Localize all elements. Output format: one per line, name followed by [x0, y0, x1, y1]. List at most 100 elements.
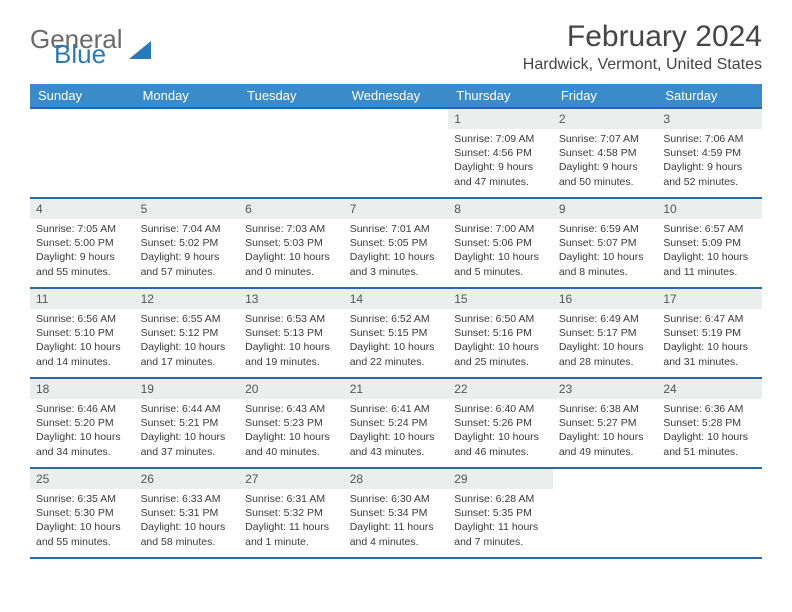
- daylight-line: Daylight: 10 hours and 3 minutes.: [350, 250, 443, 278]
- day-number: 25: [30, 469, 135, 489]
- calendar-row: 18Sunrise: 6:46 AMSunset: 5:20 PMDayligh…: [30, 378, 762, 468]
- sunrise-line: Sunrise: 6:46 AM: [36, 402, 129, 416]
- sunrise-line: Sunrise: 6:36 AM: [663, 402, 756, 416]
- day-info: Sunrise: 6:44 AMSunset: 5:21 PMDaylight:…: [135, 399, 240, 465]
- day-number: 23: [553, 379, 658, 399]
- calendar-cell: 5Sunrise: 7:04 AMSunset: 5:02 PMDaylight…: [135, 198, 240, 288]
- day-number: 8: [448, 199, 553, 219]
- calendar-cell-empty: [344, 108, 449, 198]
- location-text: Hardwick, Vermont, United States: [523, 56, 762, 74]
- daylight-line: Daylight: 10 hours and 46 minutes.: [454, 430, 547, 458]
- calendar-cell: 24Sunrise: 6:36 AMSunset: 5:28 PMDayligh…: [657, 378, 762, 468]
- day-info: Sunrise: 6:35 AMSunset: 5:30 PMDaylight:…: [30, 489, 135, 555]
- daylight-line: Daylight: 10 hours and 22 minutes.: [350, 340, 443, 368]
- sunrise-line: Sunrise: 6:43 AM: [245, 402, 338, 416]
- day-header: Wednesday: [344, 84, 449, 108]
- day-number: 27: [239, 469, 344, 489]
- calendar-cell: 8Sunrise: 7:00 AMSunset: 5:06 PMDaylight…: [448, 198, 553, 288]
- sunset-line: Sunset: 5:07 PM: [559, 236, 652, 250]
- sunset-line: Sunset: 5:03 PM: [245, 236, 338, 250]
- day-number: 18: [30, 379, 135, 399]
- calendar-cell-empty: [239, 108, 344, 198]
- calendar-cell-empty: [553, 468, 658, 558]
- daylight-line: Daylight: 10 hours and 34 minutes.: [36, 430, 129, 458]
- sunset-line: Sunset: 5:17 PM: [559, 326, 652, 340]
- sunrise-line: Sunrise: 6:33 AM: [141, 492, 234, 506]
- day-info: Sunrise: 6:59 AMSunset: 5:07 PMDaylight:…: [553, 219, 658, 285]
- day-number: 19: [135, 379, 240, 399]
- sunset-line: Sunset: 5:34 PM: [350, 506, 443, 520]
- sunset-line: Sunset: 5:16 PM: [454, 326, 547, 340]
- sunset-line: Sunset: 5:05 PM: [350, 236, 443, 250]
- sunset-line: Sunset: 4:59 PM: [663, 146, 756, 160]
- daylight-line: Daylight: 10 hours and 43 minutes.: [350, 430, 443, 458]
- day-info: Sunrise: 6:56 AMSunset: 5:10 PMDaylight:…: [30, 309, 135, 375]
- day-number: 22: [448, 379, 553, 399]
- calendar-cell: 22Sunrise: 6:40 AMSunset: 5:26 PMDayligh…: [448, 378, 553, 468]
- calendar-table: SundayMondayTuesdayWednesdayThursdayFrid…: [30, 84, 762, 559]
- sunrise-line: Sunrise: 7:04 AM: [141, 222, 234, 236]
- sunset-line: Sunset: 5:35 PM: [454, 506, 547, 520]
- calendar-cell: 10Sunrise: 6:57 AMSunset: 5:09 PMDayligh…: [657, 198, 762, 288]
- daylight-line: Daylight: 10 hours and 5 minutes.: [454, 250, 547, 278]
- header: General Blue February 2024 Hardwick, Ver…: [30, 20, 762, 74]
- sunset-line: Sunset: 5:19 PM: [663, 326, 756, 340]
- calendar-cell: 26Sunrise: 6:33 AMSunset: 5:31 PMDayligh…: [135, 468, 240, 558]
- calendar-cell: 17Sunrise: 6:47 AMSunset: 5:19 PMDayligh…: [657, 288, 762, 378]
- calendar-cell: 13Sunrise: 6:53 AMSunset: 5:13 PMDayligh…: [239, 288, 344, 378]
- sunrise-line: Sunrise: 7:06 AM: [663, 132, 756, 146]
- day-info: Sunrise: 6:40 AMSunset: 5:26 PMDaylight:…: [448, 399, 553, 465]
- sunset-line: Sunset: 4:58 PM: [559, 146, 652, 160]
- sunset-line: Sunset: 4:56 PM: [454, 146, 547, 160]
- calendar-cell: 25Sunrise: 6:35 AMSunset: 5:30 PMDayligh…: [30, 468, 135, 558]
- sunrise-line: Sunrise: 6:59 AM: [559, 222, 652, 236]
- sunrise-line: Sunrise: 6:44 AM: [141, 402, 234, 416]
- calendar-cell-empty: [657, 468, 762, 558]
- calendar-cell: 28Sunrise: 6:30 AMSunset: 5:34 PMDayligh…: [344, 468, 449, 558]
- day-info: Sunrise: 6:53 AMSunset: 5:13 PMDaylight:…: [239, 309, 344, 375]
- day-number: 20: [239, 379, 344, 399]
- sunrise-line: Sunrise: 7:09 AM: [454, 132, 547, 146]
- calendar-cell: 7Sunrise: 7:01 AMSunset: 5:05 PMDaylight…: [344, 198, 449, 288]
- calendar-cell: 9Sunrise: 6:59 AMSunset: 5:07 PMDaylight…: [553, 198, 658, 288]
- day-info: Sunrise: 6:30 AMSunset: 5:34 PMDaylight:…: [344, 489, 449, 555]
- sunset-line: Sunset: 5:15 PM: [350, 326, 443, 340]
- day-number: 6: [239, 199, 344, 219]
- day-info: Sunrise: 6:43 AMSunset: 5:23 PMDaylight:…: [239, 399, 344, 465]
- logo-text: General Blue: [30, 28, 123, 67]
- sunrise-line: Sunrise: 6:56 AM: [36, 312, 129, 326]
- sunrise-line: Sunrise: 6:35 AM: [36, 492, 129, 506]
- sunrise-line: Sunrise: 6:55 AM: [141, 312, 234, 326]
- daylight-line: Daylight: 10 hours and 58 minutes.: [141, 520, 234, 548]
- daylight-line: Daylight: 9 hours and 55 minutes.: [36, 250, 129, 278]
- day-info: Sunrise: 6:57 AMSunset: 5:09 PMDaylight:…: [657, 219, 762, 285]
- page-title: February 2024: [523, 20, 762, 54]
- sunrise-line: Sunrise: 6:38 AM: [559, 402, 652, 416]
- calendar-cell: 1Sunrise: 7:09 AMSunset: 4:56 PMDaylight…: [448, 108, 553, 198]
- day-header: Saturday: [657, 84, 762, 108]
- sunset-line: Sunset: 5:28 PM: [663, 416, 756, 430]
- daylight-line: Daylight: 9 hours and 52 minutes.: [663, 160, 756, 188]
- sunrise-line: Sunrise: 6:50 AM: [454, 312, 547, 326]
- sunrise-line: Sunrise: 7:03 AM: [245, 222, 338, 236]
- calendar-body: 1Sunrise: 7:09 AMSunset: 4:56 PMDaylight…: [30, 108, 762, 558]
- daylight-line: Daylight: 10 hours and 25 minutes.: [454, 340, 547, 368]
- daylight-line: Daylight: 9 hours and 50 minutes.: [559, 160, 652, 188]
- calendar-cell: 4Sunrise: 7:05 AMSunset: 5:00 PMDaylight…: [30, 198, 135, 288]
- sunrise-line: Sunrise: 6:57 AM: [663, 222, 756, 236]
- daylight-line: Daylight: 11 hours and 7 minutes.: [454, 520, 547, 548]
- day-info: Sunrise: 7:07 AMSunset: 4:58 PMDaylight:…: [553, 129, 658, 195]
- daylight-line: Daylight: 10 hours and 14 minutes.: [36, 340, 129, 368]
- day-info: Sunrise: 6:31 AMSunset: 5:32 PMDaylight:…: [239, 489, 344, 555]
- sunrise-line: Sunrise: 6:49 AM: [559, 312, 652, 326]
- calendar-cell: 14Sunrise: 6:52 AMSunset: 5:15 PMDayligh…: [344, 288, 449, 378]
- sunset-line: Sunset: 5:24 PM: [350, 416, 443, 430]
- sunset-line: Sunset: 5:12 PM: [141, 326, 234, 340]
- daylight-line: Daylight: 9 hours and 57 minutes.: [141, 250, 234, 278]
- day-number: 10: [657, 199, 762, 219]
- calendar-cell: 11Sunrise: 6:56 AMSunset: 5:10 PMDayligh…: [30, 288, 135, 378]
- day-number: 13: [239, 289, 344, 309]
- calendar-row: 4Sunrise: 7:05 AMSunset: 5:00 PMDaylight…: [30, 198, 762, 288]
- day-number: 5: [135, 199, 240, 219]
- day-info: Sunrise: 7:04 AMSunset: 5:02 PMDaylight:…: [135, 219, 240, 285]
